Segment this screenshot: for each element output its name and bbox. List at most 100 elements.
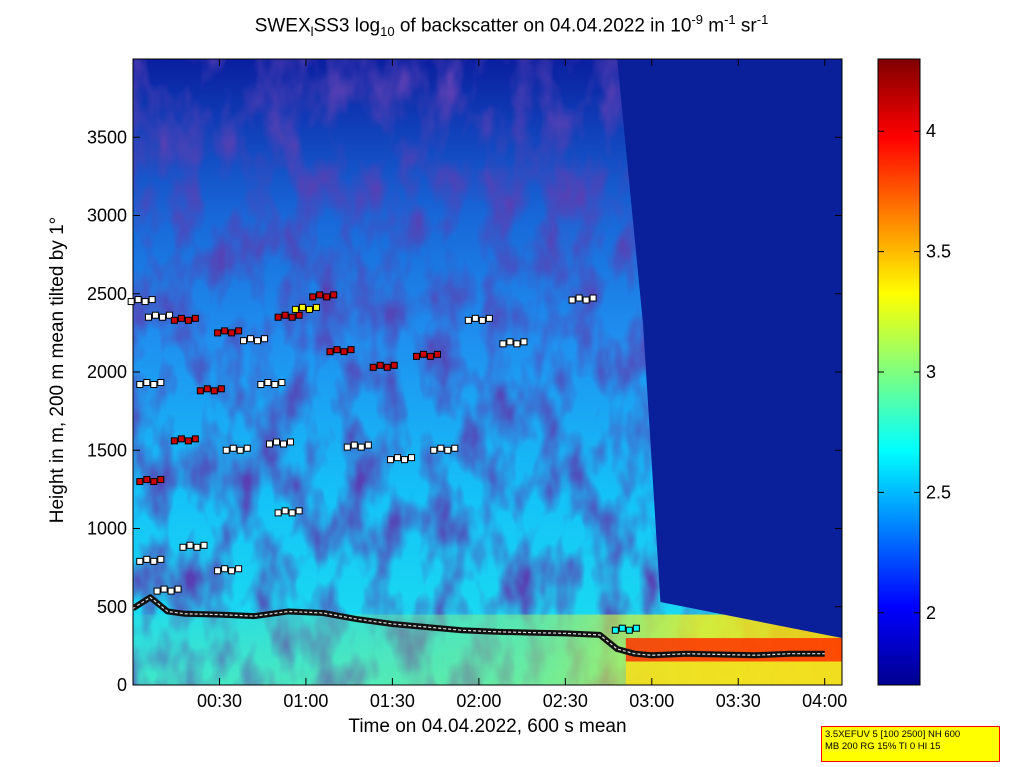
y-tick-label: 3000 (87, 206, 127, 226)
layer-marker (157, 555, 165, 563)
y-axis: 0 500 1000 1500 2000 2500 3000 3500 (87, 127, 842, 695)
colorbar-gradient (877, 58, 921, 686)
boundary-layer-highlight (133, 596, 825, 656)
layer-marker (203, 385, 211, 393)
layer-marker (222, 446, 230, 454)
x-tick-label: 01:00 (283, 691, 328, 711)
layer-marker (228, 567, 236, 575)
layer-marker (150, 381, 158, 389)
layer-marker (625, 626, 633, 634)
layer-marker (444, 446, 452, 454)
layer-marker (196, 387, 204, 395)
layer-marker (236, 446, 244, 454)
layer-marker (217, 385, 225, 393)
layer-marker (136, 478, 144, 486)
layer-marker (295, 507, 303, 515)
title-part-3: of backscatter on 04.04.2022 in 10 (394, 15, 692, 37)
layer-marker (369, 363, 377, 371)
y-tick-label: 500 (97, 597, 127, 617)
layer-marker (257, 381, 265, 389)
x-tick-label: 04:00 (802, 691, 847, 711)
layer-marker (387, 456, 395, 464)
layer-marker (150, 478, 158, 486)
layer-marker (357, 443, 365, 451)
surface-layer-yellow (625, 661, 842, 685)
layer-marker (141, 298, 149, 306)
colorbar-tick-label: 4 (926, 121, 936, 141)
surface-layer-red (625, 638, 842, 662)
plot-area (132, 58, 843, 686)
processing-info-box: 3.5XEFUV 5 [100 2500] NH 600 MB 200 RG 1… (821, 726, 1000, 762)
colorbar-tick-label: 2 (926, 603, 936, 623)
layer-marker (214, 567, 222, 575)
layer-marker (160, 585, 168, 593)
layer-marker (343, 443, 351, 451)
layer-marker (229, 444, 237, 452)
layer-marker (632, 624, 640, 632)
layer-marker (200, 541, 208, 549)
layer-marker (279, 440, 287, 448)
colorbar-tick-label: 3 (926, 362, 936, 382)
y-tick-label: 0 (117, 675, 127, 695)
layer-marker (305, 305, 313, 313)
layer-marker (281, 507, 289, 515)
layer-marker (235, 327, 243, 335)
layer-marker (148, 296, 156, 304)
layer-marker (278, 379, 286, 387)
layer-marker (243, 444, 251, 452)
layer-marker (288, 313, 296, 321)
layer-marker (513, 340, 521, 348)
layer-marker (221, 565, 229, 573)
layer-marker (167, 587, 175, 595)
layer-marker (288, 509, 296, 517)
layer-marker (430, 446, 438, 454)
layer-marker (177, 435, 185, 443)
layer-marker (214, 329, 222, 337)
layer-marker (143, 379, 151, 387)
y-tick-label: 1000 (87, 519, 127, 539)
info-line-2: MB 200 RG 15% TI 0 HI 15 (825, 741, 941, 752)
title-sup-2: -1 (724, 12, 736, 27)
y-tick-label: 2500 (87, 284, 127, 304)
layer-marker (127, 298, 135, 306)
layer-marker (174, 585, 182, 593)
info-line-1: 3.5XEFUV 5 [100 2500] NH 600 (825, 729, 961, 740)
layer-marker (618, 624, 626, 632)
layer-marker (316, 291, 324, 299)
layer-marker (177, 314, 185, 322)
layer-marker (326, 348, 334, 356)
layer-marker (186, 541, 194, 549)
layer-marker (408, 454, 416, 462)
layer-marker (499, 340, 507, 348)
chart-title: SWEXlSS3 log10 of backscatter on 04.04.2… (0, 12, 1023, 39)
layer-marker (309, 293, 317, 301)
layer-marker (143, 555, 151, 563)
layer-marker (170, 437, 178, 445)
layer-marker (426, 352, 434, 360)
layer-marker (151, 311, 159, 319)
layer-marker (401, 456, 409, 464)
layer-marker (254, 337, 262, 345)
y-axis-label: Height in m, 200 m mean tilted by 1° (47, 216, 68, 524)
layer-marker (295, 311, 303, 319)
layer-marker (134, 296, 142, 304)
layer-marker (291, 305, 299, 313)
layer-marker (478, 316, 486, 324)
layer-marker (312, 303, 320, 311)
layer-marker (451, 444, 459, 452)
layer-marker (221, 327, 229, 335)
layer-marker (611, 626, 619, 634)
layer-marker (376, 361, 384, 369)
clear-air-region (617, 59, 842, 639)
layer-marker (240, 337, 248, 345)
title-sub-2: 10 (380, 24, 395, 40)
layer-marker (333, 346, 341, 354)
layer-marker (286, 438, 294, 446)
layer-marker (157, 379, 165, 387)
layer-marker (184, 437, 192, 445)
y-tick-label: 3500 (87, 127, 127, 147)
heatmap-field (133, 59, 842, 685)
layer-marker (235, 565, 243, 573)
layer-marker (323, 293, 331, 301)
layer-marker (464, 316, 472, 324)
